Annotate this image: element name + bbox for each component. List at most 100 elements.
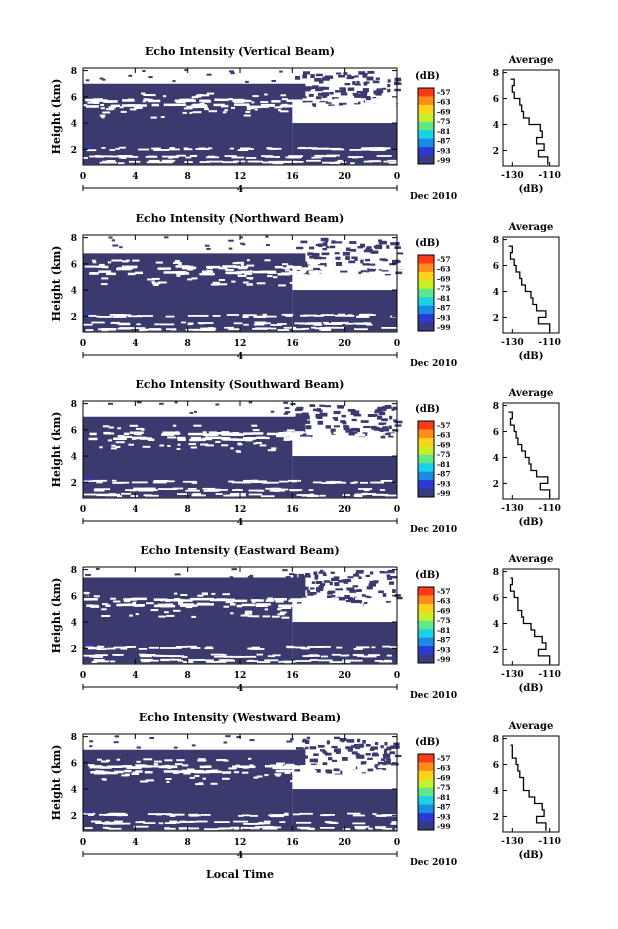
colorbar-swatch: [418, 454, 434, 464]
profile-frame: [502, 735, 560, 833]
y-tick-label: 6: [71, 260, 77, 270]
colorbar-unit: (dB): [415, 404, 440, 415]
x-tick-label: 16: [286, 505, 299, 515]
colorbar-swatch: [418, 471, 434, 481]
x-tick-label: 20: [338, 172, 351, 182]
colorbar-swatch: [418, 288, 434, 298]
profile-x-tick-label: -130: [501, 338, 524, 348]
y-tick-label: 4: [71, 786, 77, 796]
colorbar-swatch: [418, 255, 434, 264]
x-tick-label: 20: [338, 339, 351, 349]
heatmap-field: [83, 235, 407, 332]
day-label: 4: [237, 851, 243, 861]
x-tick-label: 12: [234, 172, 247, 182]
day-label: 4: [237, 185, 243, 195]
profile-y-tick-label: 4: [493, 121, 499, 131]
colorbar-frame: [417, 753, 435, 831]
colorbar-swatch: [418, 762, 434, 772]
x-tick-label: 0: [80, 505, 86, 515]
profile-y-tick-label: 4: [493, 288, 499, 298]
colorbar-tick-label: -63: [437, 265, 451, 274]
colorbar-tick-label: -75: [437, 117, 451, 126]
colorbar-swatch: [418, 770, 434, 780]
x-tick-label: 0: [394, 172, 400, 182]
profile-x-tick-label: -130: [501, 504, 524, 514]
profile-y-tick-label: 6: [493, 594, 499, 604]
date-label: Dec 2010: [410, 192, 457, 202]
heatmap-field: [83, 735, 412, 831]
colorbar-swatch: [418, 629, 434, 639]
colorbar-swatch: [418, 421, 434, 430]
x-tick-label: 0: [80, 838, 86, 848]
panel-title: Echo Intensity (Vertical Beam): [145, 45, 335, 58]
colorbar-swatch: [418, 587, 434, 596]
colorbar-swatch: [418, 480, 434, 490]
profile-x-tick-label: -130: [501, 171, 524, 181]
profile-x-label: (dB): [519, 683, 544, 694]
profile-x-tick-label: -110: [538, 670, 561, 680]
y-tick-label: 4: [71, 287, 77, 297]
colorbar-tick-label: -57: [437, 587, 451, 596]
x-tick-label: 20: [338, 671, 351, 681]
profile-y-tick-label: 8: [493, 568, 499, 578]
colorbar-tick-label: -69: [437, 606, 451, 615]
beam-panel: Echo Intensity (Vertical Beam) 2 4 6 8 Height…: [50, 45, 561, 202]
colorbar-swatch: [418, 147, 434, 157]
date-label: Dec 2010: [410, 691, 457, 701]
colorbar-tick-label: -99: [437, 822, 451, 831]
y-tick-label: 6: [71, 426, 77, 436]
colorbar-swatch: [418, 646, 434, 656]
colorbar-tick-label: -63: [437, 597, 451, 606]
colorbar-tick-label: -87: [437, 470, 451, 479]
colorbar-swatch: [418, 121, 434, 131]
colorbar-swatch: [418, 280, 434, 290]
x-tick-label: 0: [394, 838, 400, 848]
colorbar-frame: [417, 586, 435, 664]
profile-line: [508, 245, 551, 332]
colorbar-tick-label: -93: [437, 645, 451, 654]
heatmap-field: [83, 401, 404, 498]
x-tick-label: 4: [132, 339, 138, 349]
panel-title: Echo Intensity (Westward Beam): [139, 711, 341, 724]
profile-y-tick-label: 8: [493, 236, 499, 246]
colorbar-tick-label: -75: [437, 783, 451, 792]
y-axis-label: Height (km): [50, 79, 63, 155]
colorbar-swatch: [418, 754, 434, 763]
colorbar-swatch: [418, 787, 434, 797]
colorbar-tick-label: -81: [437, 460, 451, 469]
y-tick-label: 2: [71, 479, 77, 489]
x-tick-label: 8: [185, 339, 191, 349]
colorbar-swatch: [418, 130, 434, 140]
colorbar-swatch: [418, 654, 434, 664]
x-tick-label: 0: [80, 172, 86, 182]
y-tick-label: 4: [71, 120, 77, 130]
x-tick-label: 8: [185, 838, 191, 848]
profile-frame: [502, 402, 560, 500]
panel-title: Echo Intensity (Eastward Beam): [140, 544, 339, 557]
profile-y-tick-label: 6: [493, 761, 499, 771]
colorbar-tick-label: -99: [437, 655, 451, 664]
colorbar-tick-label: -87: [437, 304, 451, 313]
x-tick-label: 4: [132, 172, 138, 182]
y-axis-label: Height (km): [50, 246, 63, 322]
profile-y-tick-label: 4: [493, 620, 499, 630]
y-tick-label: 8: [71, 566, 77, 576]
colorbar-tick-label: -69: [437, 773, 451, 782]
colorbar-tick-label: -69: [437, 274, 451, 283]
colorbar-tick-label: -87: [437, 636, 451, 645]
beam-panel: Echo Intensity (Westward Beam) 2 4 6 8 Height…: [50, 711, 561, 868]
profile-y-tick-label: 2: [493, 646, 499, 656]
colorbar-swatch: [418, 446, 434, 456]
colorbar-swatch: [418, 113, 434, 123]
colorbar-tick-label: -75: [437, 284, 451, 293]
colorbar-tick-label: -87: [437, 137, 451, 146]
y-tick-label: 8: [71, 733, 77, 743]
date-label: Dec 2010: [410, 359, 457, 369]
x-tick-label: 12: [234, 505, 247, 515]
y-tick-label: 2: [71, 146, 77, 156]
x-tick-label: 16: [286, 671, 299, 681]
profile-y-tick-label: 4: [493, 454, 499, 464]
profile-x-tick-label: -110: [538, 338, 561, 348]
profile-y-tick-label: 6: [493, 95, 499, 105]
